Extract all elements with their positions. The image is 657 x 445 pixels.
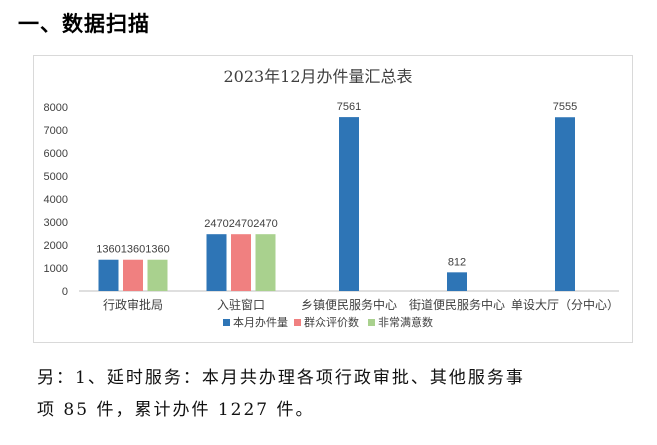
bar — [447, 272, 467, 291]
section-heading: 一、数据扫描 — [18, 12, 150, 36]
bar-chart: 2023年12月办件量汇总表 0 1000 2000 3000 4000 5000 6000… — [44, 67, 619, 329]
legend-swatch — [294, 319, 301, 326]
x-tick-label: 行政审批局 — [103, 297, 163, 312]
data-label: 247024702470 — [204, 218, 277, 230]
note-text: 另：1、延时服务：本月共办理各项行政审批、其他服务事 项 85 件，累计办件 1… — [37, 362, 647, 426]
bar — [206, 234, 227, 291]
legend-label: 群众评价数 — [304, 315, 359, 329]
note-line-1: 另：1、延时服务：本月共办理各项行政审批、其他服务事 — [37, 368, 525, 388]
data-label: 812 — [448, 256, 466, 268]
chart-container: 2023年12月办件量汇总表 0 1000 2000 3000 4000 5000 6000… — [33, 55, 633, 343]
legend-label: 非常满意数 — [378, 315, 433, 329]
y-tick-label: 7000 — [44, 125, 68, 137]
legend-swatch — [368, 319, 375, 326]
x-tick-label: 入驻窗口 — [217, 297, 265, 312]
bar — [123, 259, 143, 291]
data-label: 7561 — [337, 101, 361, 113]
y-tick-label: 2000 — [44, 240, 68, 252]
y-tick-label: 8000 — [44, 102, 68, 114]
legend-swatch — [223, 319, 230, 326]
x-axis: 行政审批局 入驻窗口 乡镇便民服务中心 街道便民服务中心 单设大厅（分中心） — [103, 297, 619, 312]
y-tick-label: 3000 — [44, 217, 68, 229]
legend-label: 本月办件量 — [233, 315, 288, 329]
x-tick-label: 街道便民服务中心 — [409, 297, 505, 312]
bar — [98, 259, 119, 291]
data-label: 7555 — [553, 101, 577, 113]
y-tick-label: 5000 — [44, 171, 68, 183]
x-tick-label: 乡镇便民服务中心 — [301, 297, 397, 312]
bar — [555, 117, 575, 291]
bar — [255, 234, 276, 291]
x-tick-label: 单设大厅（分中心） — [511, 297, 619, 312]
chart-title: 2023年12月办件量汇总表 — [223, 67, 412, 86]
bar — [339, 117, 359, 291]
data-labels: 136013601360 247024702470 7561 812 7555 — [96, 101, 577, 268]
legend: 本月办件量 群众评价数 非常满意数 — [223, 315, 433, 329]
y-tick-label: 0 — [62, 286, 68, 298]
note-line-2: 项 85 件，累计办件 1227 件。 — [37, 400, 315, 420]
bar — [231, 234, 251, 291]
data-label: 136013601360 — [96, 244, 169, 256]
bar — [147, 259, 168, 291]
y-tick-label: 6000 — [44, 148, 68, 160]
y-tick-label: 1000 — [44, 263, 68, 275]
y-axis: 0 1000 2000 3000 4000 5000 6000 7000 8000 — [44, 102, 68, 298]
bars — [98, 117, 575, 291]
y-tick-label: 4000 — [44, 194, 68, 206]
